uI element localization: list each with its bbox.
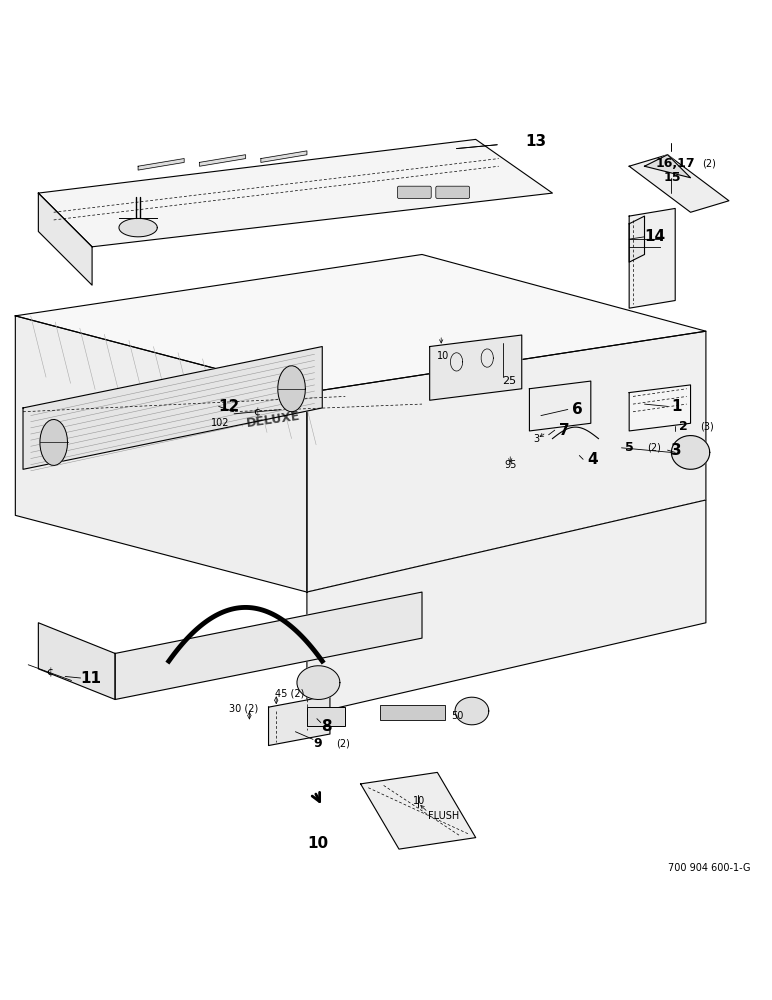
Polygon shape [115,592,422,699]
Text: ¢: ¢ [46,668,53,678]
Polygon shape [261,151,307,162]
Text: DELUXE: DELUXE [245,410,301,430]
Text: 1: 1 [672,399,682,414]
Text: 45 (2): 45 (2) [275,688,304,698]
Bar [380,705,445,720]
Text: 700 904 600-1-G: 700 904 600-1-G [668,863,750,873]
Text: 102: 102 [211,418,229,428]
Polygon shape [307,500,706,715]
FancyBboxPatch shape [436,186,469,198]
Polygon shape [40,419,67,465]
Text: 3: 3 [533,434,540,444]
Text: 16,17: 16,17 [656,157,696,170]
Polygon shape [39,139,553,247]
Text: 12: 12 [218,399,240,414]
Text: (2): (2) [702,159,716,169]
Text: (2): (2) [336,738,350,748]
Text: 7: 7 [559,423,569,438]
Polygon shape [269,696,330,746]
Text: 3: 3 [672,443,682,458]
Polygon shape [629,216,645,262]
Polygon shape [629,155,729,212]
Text: 5: 5 [625,441,634,454]
Polygon shape [278,366,306,412]
Text: 15: 15 [664,171,681,184]
Text: 10: 10 [307,836,328,851]
Text: 6: 6 [571,402,582,417]
Text: FLUSH: FLUSH [428,811,459,821]
Text: 4: 4 [587,452,598,467]
Polygon shape [15,316,307,592]
Polygon shape [629,208,676,308]
Polygon shape [297,666,340,699]
Text: 11: 11 [80,671,102,686]
Bar [307,707,345,726]
Text: (3): (3) [699,421,713,431]
Polygon shape [138,159,185,170]
Text: 10: 10 [413,796,425,806]
Polygon shape [672,436,709,469]
Polygon shape [530,381,591,431]
Text: 50: 50 [451,711,463,721]
Polygon shape [199,155,245,166]
Polygon shape [307,331,706,592]
Text: 30 (2): 30 (2) [229,704,258,714]
Text: 2: 2 [679,420,688,433]
Text: 10: 10 [438,351,449,361]
Polygon shape [15,254,706,393]
Polygon shape [39,623,115,699]
Polygon shape [629,385,690,431]
Polygon shape [23,347,322,469]
Text: (2): (2) [647,443,661,453]
Text: ¢: ¢ [253,407,260,417]
Polygon shape [119,218,157,237]
Polygon shape [455,697,489,725]
Text: 8: 8 [320,719,331,734]
Text: 14: 14 [645,229,665,244]
Polygon shape [430,335,522,400]
Text: 13: 13 [526,134,547,149]
Text: 25: 25 [503,376,516,386]
Polygon shape [361,772,476,849]
FancyBboxPatch shape [398,186,432,198]
Text: 9: 9 [313,737,322,750]
Text: 95: 95 [505,460,517,470]
Polygon shape [39,193,92,285]
Polygon shape [645,155,690,178]
